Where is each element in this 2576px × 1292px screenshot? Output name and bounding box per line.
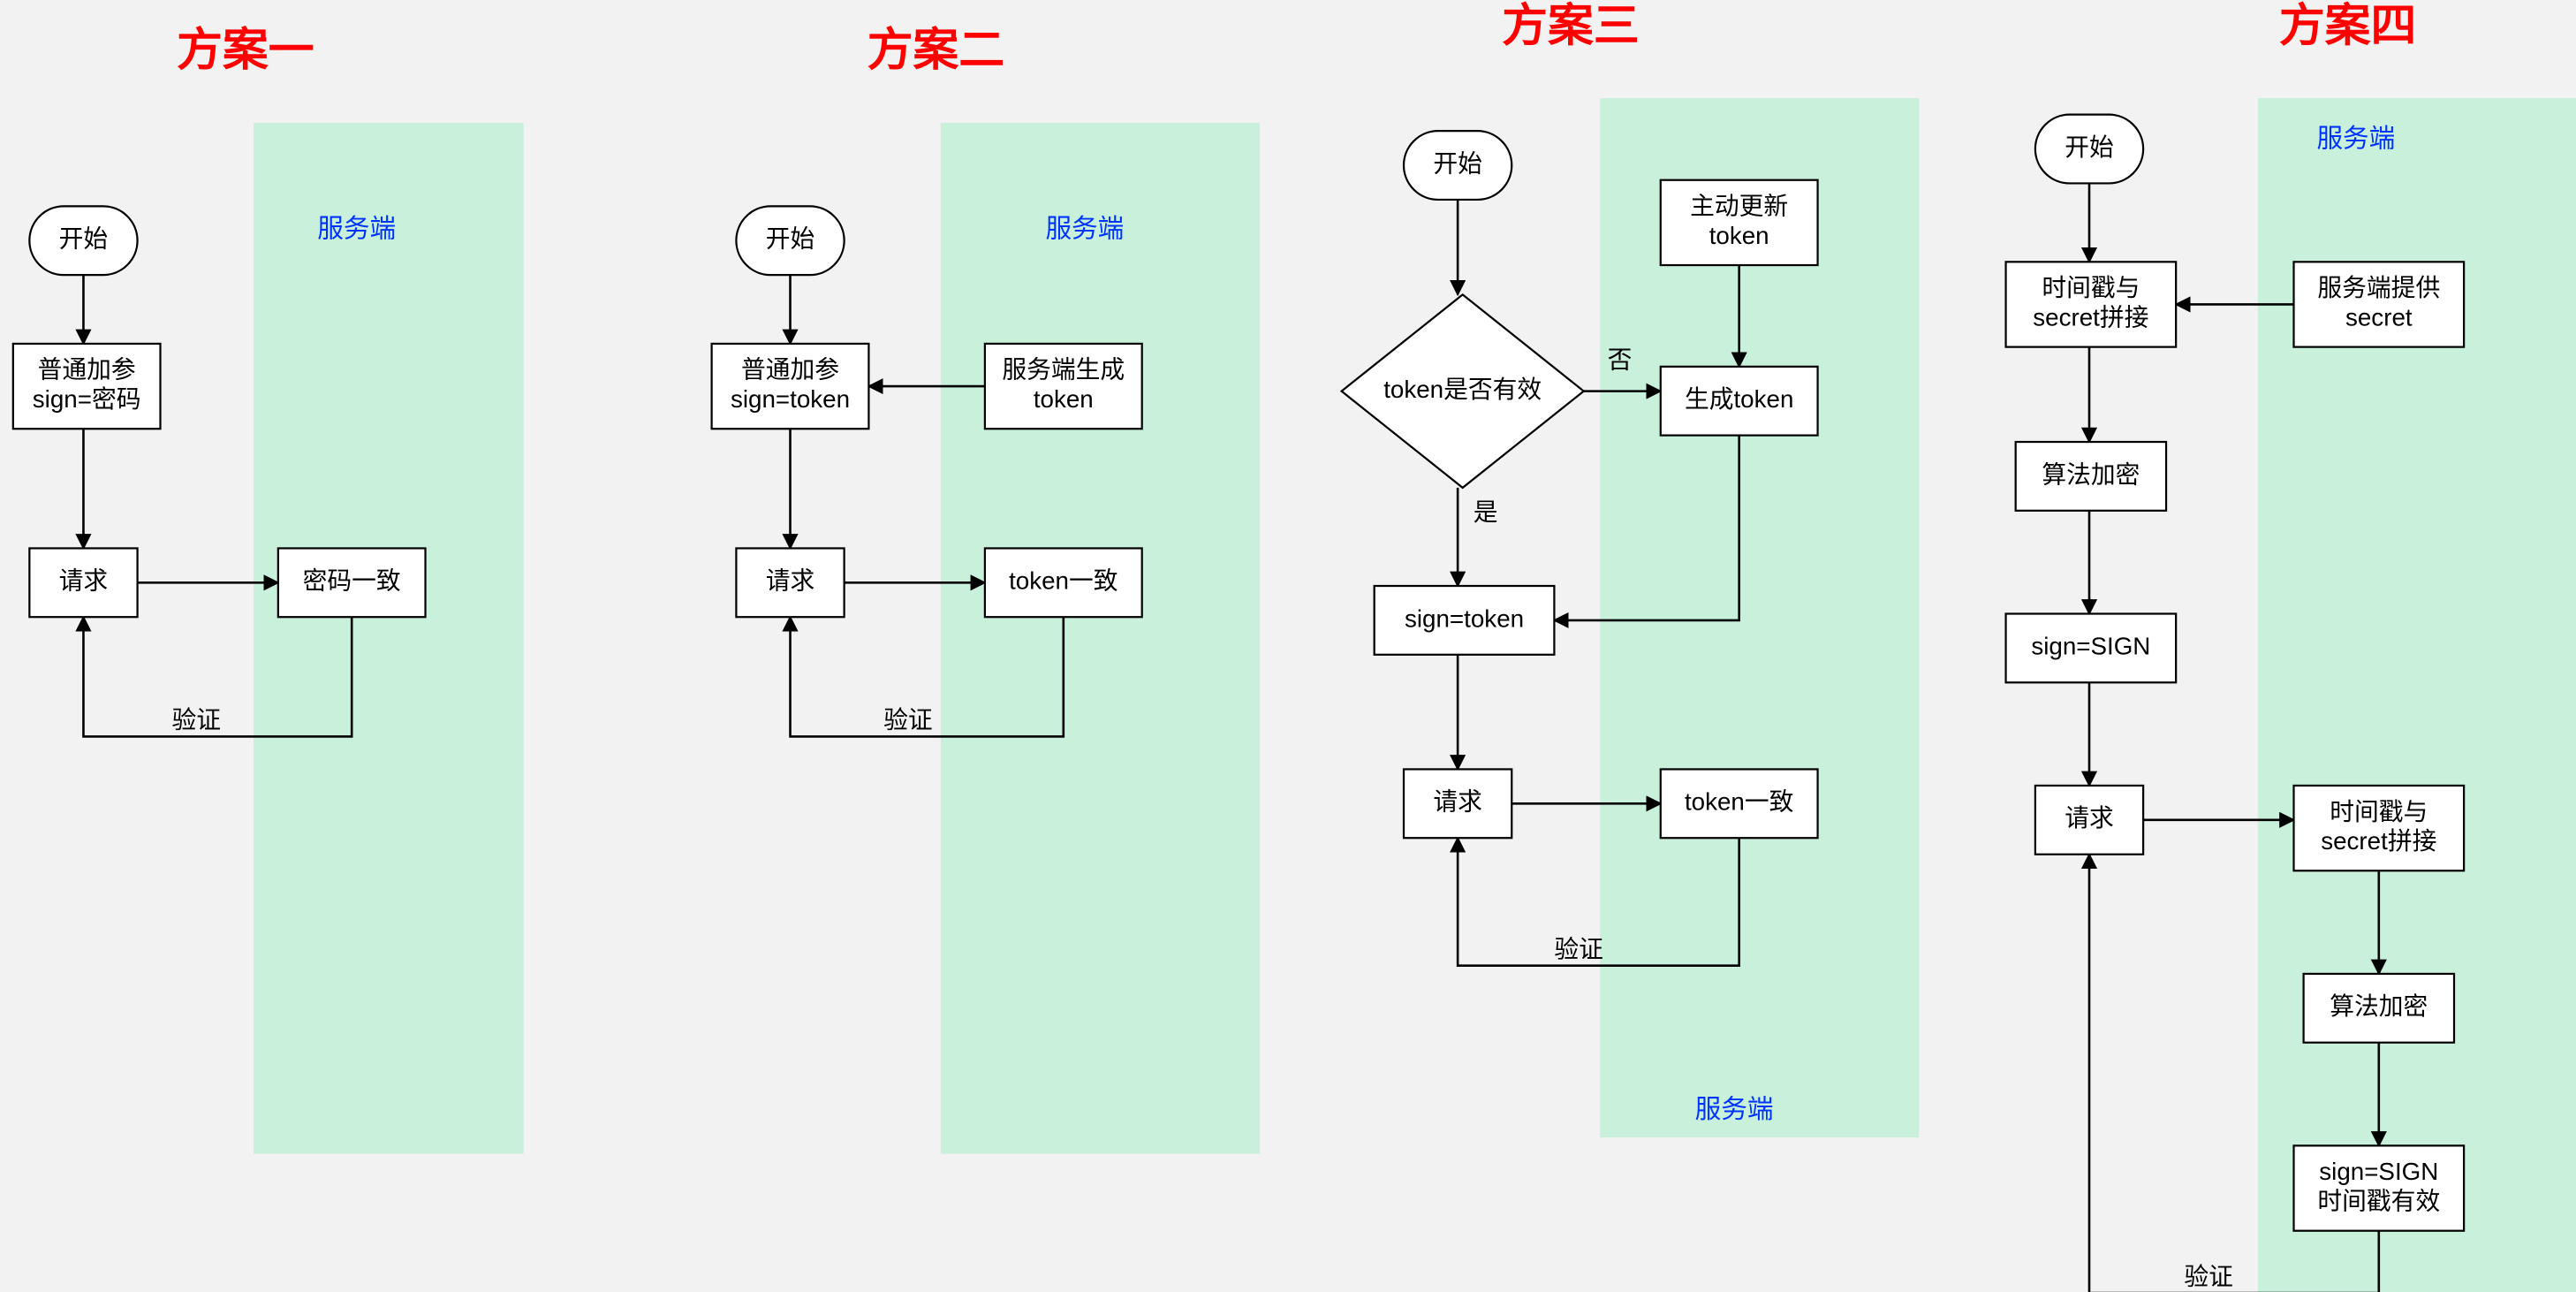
flow-title: 方案二 [868, 24, 1005, 75]
node-text: 算法加密 [2042, 460, 2140, 488]
node-text: 服务端提供 [2317, 274, 2440, 301]
node-text: 开始 [1433, 149, 1482, 177]
flow-title: 方案一 [177, 24, 314, 75]
node-text: token [1709, 222, 1769, 249]
edge-label: 验证 [171, 706, 221, 733]
node-n4e: 请求 [2035, 786, 2143, 855]
node-n2a: 普通加参sign=token [712, 344, 869, 429]
node-text: 时间戳有效 [2317, 1188, 2440, 1215]
node-n3b: 生成token [1661, 367, 1818, 436]
node-n3d: 请求 [1404, 769, 1512, 838]
node-n4f: 时间戳与secret拼接 [2294, 786, 2465, 870]
node-n2d: token一致 [985, 548, 1142, 617]
node-text: sign=密码 [33, 385, 141, 413]
server-label: 服务端 [1045, 215, 1124, 244]
edge-label: 验证 [1554, 935, 1603, 962]
node-text: 请求 [1433, 788, 1482, 816]
flow-title: 方案四 [2279, 0, 2417, 50]
node-start1: 开始 [29, 206, 137, 275]
node-text: 请求 [2065, 804, 2114, 832]
node-text: token [1034, 385, 1094, 413]
node-text: 服务端生成 [1002, 356, 1125, 384]
server-label: 服务端 [2316, 125, 2395, 154]
server-label: 服务端 [317, 215, 396, 244]
node-n4a: 时间戳与secret拼接 [2006, 262, 2177, 346]
node-n1a: 普通加参sign=密码 [13, 344, 161, 429]
node-text: secret拼接 [2321, 827, 2436, 855]
flow-title: 方案三 [1502, 0, 1640, 50]
node-n3a: 主动更新token [1661, 180, 1818, 265]
node-text: token一致 [1009, 567, 1118, 595]
node-text: sign=SIGN [2319, 1158, 2438, 1185]
node-n3c: sign=token [1375, 586, 1555, 655]
node-text: 开始 [766, 225, 815, 253]
node-text: 生成token [1685, 385, 1793, 413]
node-text: 普通加参 [741, 356, 839, 384]
node-text: sign=SIGN [2031, 633, 2150, 660]
node-text: 普通加参 [38, 356, 136, 384]
node-text: secret [2345, 303, 2413, 331]
node-text: 开始 [2065, 133, 2114, 161]
node-text: sign=token [731, 385, 850, 413]
node-text: 密码一致 [303, 567, 401, 595]
node-text: 请求 [59, 567, 109, 595]
node-start2: 开始 [736, 206, 844, 275]
edge-label: 验证 [883, 706, 933, 733]
node-n4h: sign=SIGN 时间戳有效 [2294, 1145, 2465, 1230]
node-n2c: 请求 [736, 548, 844, 617]
node-start3: 开始 [1404, 131, 1512, 200]
node-n4d: sign=SIGN [2006, 614, 2177, 683]
server-panel [254, 123, 524, 1154]
server-panel [941, 123, 1260, 1154]
diagram-root: 方案一服务端验证开始普通加参sign=密码请求密码一致方案二服务端验证开始普通加… [0, 0, 2576, 1292]
edge-label: 是 [1474, 498, 1498, 526]
node-text: 算法加密 [2330, 992, 2428, 1020]
node-text: sign=token [1405, 604, 1524, 632]
node-text: token一致 [1685, 788, 1793, 816]
node-text: 请求 [766, 567, 815, 595]
edge-label: 否 [1608, 346, 1633, 374]
node-start4: 开始 [2035, 115, 2143, 184]
node-n2b: 服务端生成token [985, 344, 1142, 429]
node-text: 时间戳与 [2330, 798, 2428, 825]
node-n4g: 算法加密 [2304, 974, 2454, 1043]
server-label: 服务端 [1695, 1095, 1774, 1124]
node-text: 主动更新 [1690, 193, 1788, 220]
node-text: 开始 [59, 225, 109, 253]
node-n4b: 服务端提供secret [2294, 262, 2465, 346]
node-n4c: 算法加密 [2016, 442, 2166, 511]
node-text: 时间戳与 [2042, 274, 2140, 301]
edge-label: 验证 [2184, 1263, 2233, 1290]
node-n3e: token一致 [1661, 769, 1818, 838]
node-text: secret拼接 [2033, 303, 2148, 331]
node-n1c: 密码一致 [278, 548, 426, 617]
node-n1b: 请求 [29, 548, 137, 617]
node-text: token是否有效 [1383, 376, 1542, 403]
